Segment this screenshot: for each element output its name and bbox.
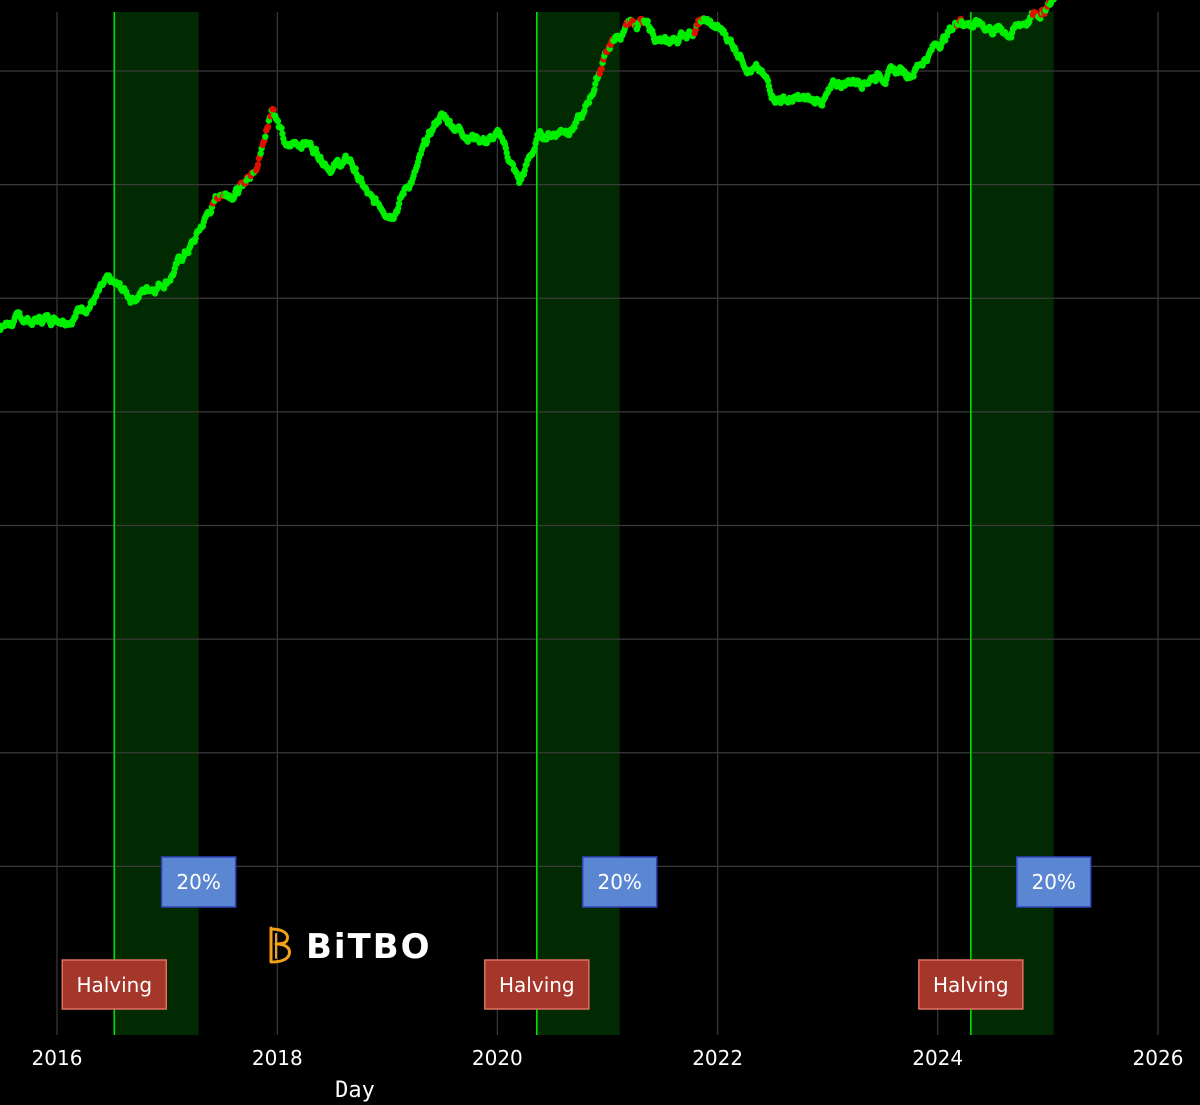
data-point <box>598 65 605 73</box>
data-point <box>592 80 599 88</box>
data-point <box>502 144 509 152</box>
x-axis-ticks: 2016 2018 2020 2022 2024 2026 <box>32 1046 1184 1070</box>
data-point <box>858 85 866 92</box>
halving-bands <box>114 12 1054 1035</box>
data-point <box>591 86 598 93</box>
pct-label: 20% <box>176 870 220 894</box>
bitbo-logo-text: BiTBO <box>306 927 432 967</box>
pct-label-box <box>581 856 658 908</box>
data-point <box>531 145 538 152</box>
x-tick-label-2018: 2018 <box>252 1046 303 1070</box>
data-point <box>254 161 262 168</box>
x-tick-label-2022: 2022 <box>692 1046 743 1070</box>
data-point <box>352 165 359 172</box>
bitbo-logo: BiTBO <box>269 926 432 967</box>
x-axis-title: Day <box>335 1078 375 1103</box>
halving-label: Halving <box>499 973 575 997</box>
halving-annotation-3: Halving <box>918 959 1024 1010</box>
data-point <box>423 138 431 145</box>
halving-annotation-1: Halving <box>61 959 168 1010</box>
x-tick-label-2026: 2026 <box>1133 1046 1184 1070</box>
data-point <box>270 106 277 113</box>
data-point <box>278 125 285 132</box>
halving-annotation-2: Halving <box>484 959 590 1010</box>
data-point <box>262 133 269 140</box>
data-point <box>192 235 199 242</box>
data-point <box>264 123 272 130</box>
pct-annotation-2: 20% <box>581 856 658 908</box>
data-point <box>585 99 593 106</box>
data-point <box>257 150 264 157</box>
pct-label: 20% <box>597 870 641 894</box>
annotations: Halving 20% Halving 20% Halving 20% <box>61 856 1092 1010</box>
data-point <box>521 167 528 174</box>
data-point <box>207 209 215 216</box>
halving-lines <box>113 12 972 1035</box>
data-point <box>509 161 517 168</box>
data-point <box>395 200 403 207</box>
grid <box>0 12 1200 1035</box>
data-point <box>274 117 282 125</box>
data-point <box>279 130 286 137</box>
pct-annotation-1: 20% <box>160 856 237 908</box>
data-point <box>1050 0 1057 3</box>
halving-label-box <box>484 959 590 1010</box>
halving-label: Halving <box>933 973 1009 997</box>
data-point <box>644 17 651 25</box>
x-tick-label-2016: 2016 <box>32 1046 83 1070</box>
bitbo-logo-icon <box>269 926 291 964</box>
pct-annotation-3: 20% <box>1015 856 1092 908</box>
halving-label-box <box>918 959 1024 1010</box>
price-series <box>0 0 1057 334</box>
pct-label-box <box>1015 856 1092 908</box>
halving-label-box <box>61 959 168 1010</box>
data-point <box>764 77 772 85</box>
pct-label: 20% <box>1031 870 1075 894</box>
x-tick-label-2020: 2020 <box>472 1046 523 1070</box>
data-point <box>581 107 588 115</box>
data-point <box>910 73 917 80</box>
pct-label-box <box>160 856 237 908</box>
x-tick-label-2024: 2024 <box>912 1046 963 1070</box>
halving-label: Halving <box>76 973 152 997</box>
